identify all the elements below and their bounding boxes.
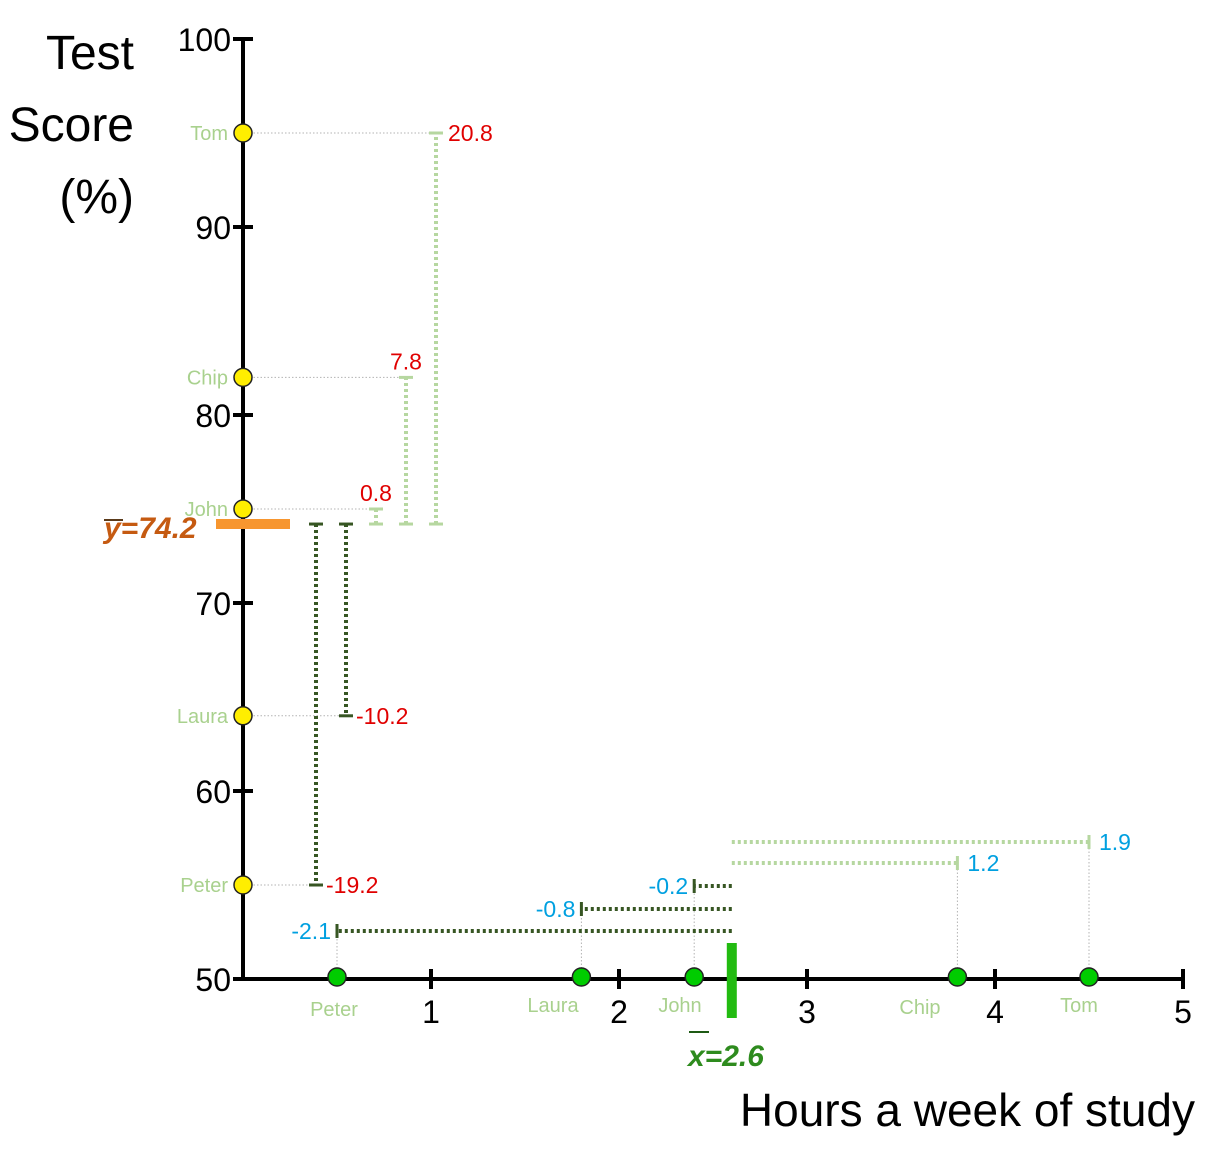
y-deviation-label: 7.8: [390, 348, 422, 374]
y-mean-label: y=74.2: [102, 512, 197, 545]
y-axis-title-line: Test: [45, 27, 134, 80]
x-axis-title: Hours a week of study: [739, 1084, 1195, 1136]
y-tick-label: 100: [178, 22, 231, 58]
y-point-name-label: Laura: [177, 706, 229, 728]
x-tick-label: 1: [422, 994, 440, 1030]
y-tick-label: 90: [195, 210, 231, 246]
y-axis-title-line: (%): [59, 171, 134, 224]
y-deviation-label: 0.8: [360, 480, 392, 506]
y-deviation-label: 20.8: [448, 120, 493, 146]
x-deviation-label: 1.9: [1099, 829, 1131, 855]
x-deviation-label: -0.8: [536, 896, 576, 922]
y-tick-label: 70: [195, 586, 231, 622]
x-point-name-label: John: [658, 995, 701, 1017]
x-hours-point: [684, 967, 704, 987]
x-hours-point: [571, 967, 592, 987]
x-mean-label: x=2.6: [686, 1040, 764, 1073]
y-score-point: [233, 367, 253, 388]
y-point-name-label: Chip: [187, 367, 228, 389]
x-tick-label: 5: [1174, 994, 1192, 1030]
x-hours-point: [327, 967, 347, 987]
y-deviation-label: -10.2: [356, 703, 408, 729]
y-point-name-label: Peter: [180, 875, 228, 897]
x-tick-label: 2: [610, 994, 628, 1030]
x-hours-point: [1079, 967, 1099, 987]
y-score-point: [233, 706, 253, 726]
y-axis-title-line: Score: [8, 99, 134, 152]
y-tick-label: 60: [195, 774, 231, 810]
y-score-point: [233, 499, 253, 519]
y-axis-title: Test Score (%): [0, 18, 134, 234]
y-score-point: [233, 123, 253, 143]
y-deviation-label: -19.2: [326, 872, 378, 898]
x-deviation-label: -2.1: [291, 918, 331, 944]
y-point-name-label: John: [185, 499, 228, 521]
y-tick-label: 50: [195, 962, 231, 998]
x-tick-label: 4: [986, 994, 1004, 1030]
x-deviation-label: 1.2: [967, 850, 999, 876]
x-deviation-label: -0.2: [649, 873, 689, 899]
x-point-name-label: Laura: [527, 995, 579, 1017]
x-point-name-label: Peter: [310, 999, 358, 1021]
y-tick-label: 80: [195, 398, 231, 434]
x-tick-label: 3: [798, 994, 816, 1030]
x-point-name-label: Chip: [899, 997, 940, 1019]
y-score-point: [233, 875, 253, 895]
x-point-name-label: Tom: [1060, 995, 1098, 1017]
x-hours-point: [947, 967, 968, 987]
y-point-name-label: Tom: [190, 123, 228, 145]
